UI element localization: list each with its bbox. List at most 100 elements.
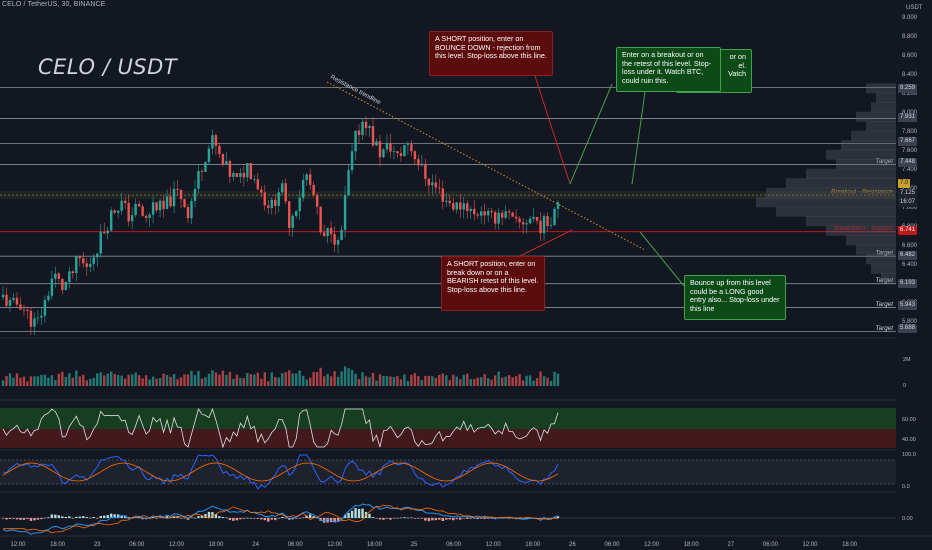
volume-bar-77 [270, 372, 273, 386]
macd-hist-137 [480, 518, 483, 519]
macd-hist-51 [179, 517, 183, 519]
candle-body-58 [204, 162, 207, 172]
macd-hist-84 [295, 518, 298, 519]
volume-bar-17 [61, 371, 64, 386]
resistance-trendline [326, 81, 646, 251]
volume-bar-25 [89, 378, 92, 386]
candle-body-144 [504, 211, 507, 218]
macd-hist-52 [183, 517, 186, 519]
macd-hist-76 [267, 518, 270, 522]
candle-body-132 [462, 203, 465, 210]
tag-countdown: 16:07 [898, 198, 918, 207]
macd-hist-86 [301, 517, 305, 519]
stoch-band [0, 460, 896, 484]
candle-body-6 [22, 309, 26, 311]
volume-bar-30 [106, 373, 109, 386]
macd-hist-103 [361, 508, 364, 518]
volume-bar-21 [75, 370, 78, 386]
x-tick-20: 12:00 [802, 542, 818, 548]
candle-body-27 [96, 253, 99, 258]
macd-hist-14 [50, 514, 54, 518]
macd-hist-36 [127, 517, 130, 518]
volume-bar-48 [169, 376, 172, 386]
macd-hist-70 [246, 517, 249, 519]
tag-8259: 8.259 [898, 84, 918, 93]
volume-bar-90 [315, 371, 319, 386]
candle-body-80 [281, 183, 284, 193]
volume-bar-157 [549, 380, 553, 386]
macd-hist-82 [288, 518, 291, 520]
macd-hist-91 [319, 518, 322, 521]
volume-bar-34 [120, 375, 123, 386]
volume-bar-151 [528, 375, 532, 386]
macd-hist-58 [204, 513, 207, 518]
candle-body-12 [43, 300, 47, 316]
level-label-7: Target [875, 277, 893, 284]
candle-body-61 [214, 135, 218, 146]
tag-7667: 7.667 [898, 137, 918, 146]
candle-body-41 [144, 215, 148, 218]
candle-body-4 [15, 297, 19, 305]
volume-bar-131 [459, 379, 462, 386]
volume-bar-29 [103, 375, 106, 386]
candle-body-96 [336, 240, 340, 245]
macd-line [2, 503, 559, 535]
volume-bar-49 [172, 374, 176, 386]
x-tick-0: 12:00 [10, 542, 26, 548]
macd-hist-80 [281, 517, 284, 518]
volume-bar-143 [500, 377, 504, 386]
candle-body-37 [130, 215, 134, 222]
volume-bar-98 [343, 366, 347, 386]
x-tick-8: 12:00 [327, 542, 343, 548]
volume-bar-66 [232, 378, 235, 386]
candle-body-78 [274, 199, 277, 206]
candle-body-28 [99, 232, 102, 254]
tag-7931: 7.931 [898, 113, 918, 122]
candle-body-91 [319, 206, 322, 233]
x-tick-4: 12:00 [169, 542, 185, 548]
macd-hist-21 [75, 516, 78, 518]
macd-hist-15 [54, 514, 57, 518]
candle-body-76 [267, 205, 270, 208]
macd-hist-111 [389, 518, 392, 520]
macd-hist-33 [116, 514, 120, 518]
macd-hist-114 [399, 517, 403, 519]
behind-line-3: Vatch [728, 69, 746, 79]
level-label-5: Breakdown - Support [834, 225, 893, 232]
macd-hist-78 [274, 518, 277, 521]
candle-body-121 [424, 163, 427, 179]
tag-6482: 6.482 [898, 251, 918, 260]
macd-hist-97 [340, 517, 343, 519]
candle-body-103 [361, 121, 364, 135]
volume-bar-19 [68, 373, 71, 386]
candle-body-5 [19, 304, 22, 310]
y-tick-6: 7.800 [902, 129, 918, 135]
volume-bar-127 [445, 375, 448, 386]
candle-body-128 [448, 200, 451, 204]
macd-hist-122 [427, 518, 431, 522]
volume-bar-146 [511, 377, 514, 386]
candle-body-129 [452, 203, 455, 210]
volume-bar-63 [221, 370, 225, 386]
volume-bar-124 [434, 378, 438, 386]
volume-bar-42 [148, 379, 151, 386]
profile-bar-3 [856, 111, 896, 122]
volume-bar-152 [532, 380, 535, 386]
volume-bar-114 [399, 379, 403, 386]
macd-hist-156 [546, 518, 549, 519]
y-tick-1: 8.800 [902, 34, 918, 40]
macd-hist-6 [22, 518, 26, 520]
macd-hist-17 [61, 516, 64, 518]
volume-bar-145 [507, 375, 511, 386]
volume-bar-122 [427, 375, 431, 386]
volume-bar-156 [546, 377, 549, 386]
macd-hist-19 [68, 516, 71, 518]
macd-hist-117 [410, 517, 413, 519]
tag-6193: 6.193 [898, 279, 918, 288]
candle-body-53 [186, 207, 190, 219]
profile-bar-19 [871, 263, 896, 274]
tag-support: 6.741 [898, 226, 918, 235]
y-tick-10: 7.000 [902, 205, 918, 211]
volume-bar-142 [497, 371, 500, 386]
x-tick-11: 06:00 [446, 542, 462, 548]
